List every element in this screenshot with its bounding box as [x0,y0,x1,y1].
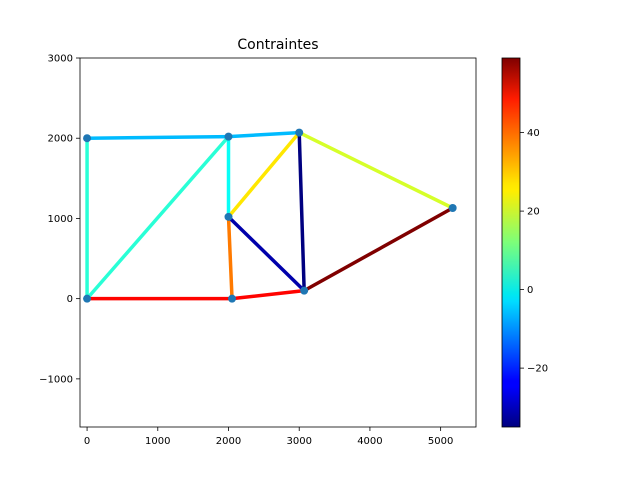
x-tick-label: 2000 [216,436,241,447]
y-tick-label: −1000 [39,374,73,385]
colorbar-gradient [501,57,521,428]
colorbar-tick-label: −20 [527,364,548,375]
member-8 [226,215,306,293]
member-4 [226,130,301,139]
colorbar-tick-label: 40 [527,128,540,139]
y-tick-label: 0 [67,294,73,305]
x-tick-label: 4000 [357,436,382,447]
y-axis: −1000 0 1000 2000 3000 [39,54,80,385]
truss-nodes [83,128,457,303]
member-9 [230,288,306,301]
axes-frame [79,57,477,428]
truss-members [85,130,455,301]
member-11 [297,130,455,210]
colorbar-tick-label: 20 [527,207,540,218]
y-tick-label: 2000 [48,134,73,145]
y-tick-label: 3000 [48,54,73,65]
member-2 [85,134,231,301]
colorbar-ticks: −20 0 20 40 [520,128,548,375]
node-6 [295,128,304,137]
member-6 [226,215,234,301]
node-0 [83,294,92,303]
node-3 [224,132,233,141]
y-tick-label: 1000 [48,214,73,225]
node-2 [228,294,237,303]
plot-area [79,57,477,428]
chart-title: Contraintes [237,37,318,53]
node-1 [83,134,92,143]
x-tick-label: 1000 [145,436,170,447]
member-7 [226,130,301,219]
member-10 [297,130,306,293]
x-tick-label: 5000 [428,436,453,447]
colorbar: −20 0 20 40 [501,57,548,428]
x-tick-label: 0 [84,436,90,447]
node-7 [448,204,457,213]
x-tick-label: 3000 [286,436,311,447]
node-5 [300,286,309,295]
member-12 [302,206,455,293]
x-axis: 0 1000 2000 3000 4000 5000 [84,427,453,447]
member-3 [85,134,231,140]
node-4 [224,212,233,221]
colorbar-tick-label: 0 [527,285,533,296]
